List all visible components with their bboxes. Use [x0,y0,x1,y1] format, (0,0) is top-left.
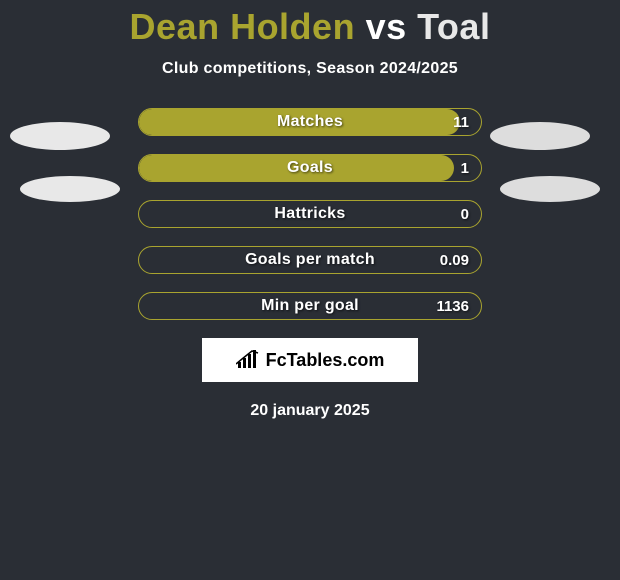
stat-bar-value: 1 [461,155,469,181]
chart-icon [236,350,260,370]
decorative-ellipse [10,122,110,150]
stat-bar-value: 0 [461,201,469,227]
date-text: 20 january 2025 [0,402,620,420]
stat-bar-label: Hattricks [139,201,481,227]
title-player1: Dean Holden [130,6,356,47]
brand-box: FcTables.com [202,338,418,382]
brand-text: FcTables.com [266,350,385,371]
stat-bar: Goals1 [138,154,482,182]
stat-bar-value: 11 [453,109,469,135]
stat-bar: Goals per match0.09 [138,246,482,274]
stat-bar-label: Matches [139,109,481,135]
stat-bar-value: 0.09 [440,247,469,273]
stat-bar-label: Goals per match [139,247,481,273]
decorative-ellipse [490,122,590,150]
subtitle: Club competitions, Season 2024/2025 [0,60,620,78]
stat-bar-label: Goals [139,155,481,181]
stat-bar-value: 1136 [436,293,469,319]
decorative-ellipse [500,176,600,202]
stat-bar: Hattricks0 [138,200,482,228]
decorative-ellipse [20,176,120,202]
title-player2: Toal [417,6,490,47]
page-title: Dean Holden vs Toal [0,0,620,48]
stat-bar: Min per goal1136 [138,292,482,320]
title-vs: vs [355,6,417,47]
stat-bar: Matches11 [138,108,482,136]
stat-bar-label: Min per goal [139,293,481,319]
